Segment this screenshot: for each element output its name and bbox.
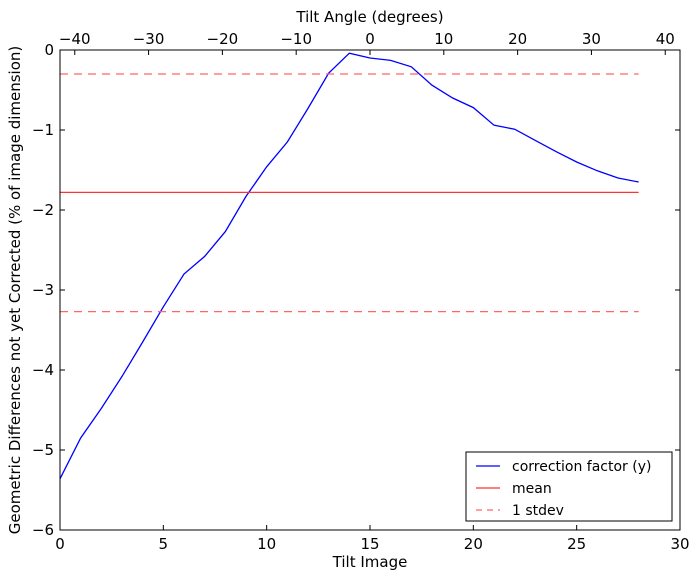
top-x-tick-label: 30 xyxy=(582,30,601,48)
top-x-tick-label: −10 xyxy=(280,30,312,48)
top-x-tick-label: 10 xyxy=(434,30,453,48)
x-tick-label: 20 xyxy=(464,535,483,553)
y-axis-label: Geometric Differences not yet Corrected … xyxy=(6,46,24,535)
y-tick-label: −6 xyxy=(32,521,54,539)
y-tick-label: −2 xyxy=(32,201,54,219)
y-tick-label: −4 xyxy=(32,361,54,379)
top-x-tick-label: −40 xyxy=(59,30,91,48)
x-tick-label: 25 xyxy=(567,535,586,553)
legend: correction factor (y) mean 1 stdev xyxy=(465,451,673,522)
top-x-tick-label: 0 xyxy=(365,30,375,48)
x-tick-label: 15 xyxy=(360,535,379,553)
top-x-axis-label: Tilt Angle (degrees) xyxy=(295,8,443,26)
top-x-tick-label: 20 xyxy=(508,30,527,48)
top-x-tick-label: 40 xyxy=(656,30,675,48)
legend-label-mean: mean xyxy=(512,481,552,497)
x-tick-label: 0 xyxy=(55,535,65,553)
x-axis-label: Tilt Image xyxy=(332,553,408,571)
top-x-tick-label: −30 xyxy=(133,30,165,48)
y-tick-label: 0 xyxy=(44,41,54,59)
legend-box xyxy=(465,451,673,522)
legend-label-stdev: 1 stdev xyxy=(512,503,564,519)
x-tick-label: 10 xyxy=(257,535,276,553)
top-x-tick-label: −20 xyxy=(207,30,239,48)
series-line-correction-factor xyxy=(59,52,639,480)
y-tick-label: −5 xyxy=(32,441,54,459)
y-tick-label: −1 xyxy=(32,121,54,139)
y-tick-label: −3 xyxy=(32,281,54,299)
x-tick-label: 5 xyxy=(159,535,169,553)
legend-label-correction: correction factor (y) xyxy=(512,459,651,475)
x-tick-label: 30 xyxy=(670,535,689,553)
